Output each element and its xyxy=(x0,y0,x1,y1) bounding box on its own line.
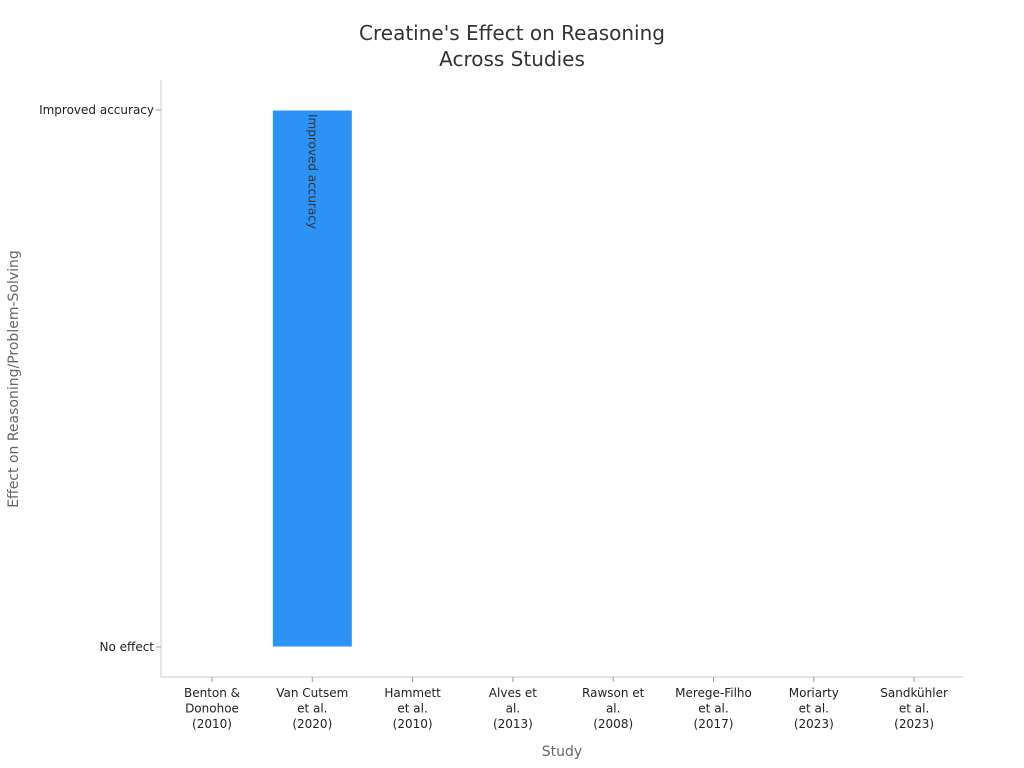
x-tick-label-4: Rawson et al. (2008) xyxy=(582,686,645,731)
bar-1 xyxy=(271,109,353,648)
y-tick-label-1: Improved accuracy xyxy=(39,103,154,117)
bars xyxy=(271,109,353,648)
x-tick-label-2: Hammett et al. (2010) xyxy=(384,686,441,731)
x-tick-label-1: Van Cutsem et al. (2020) xyxy=(276,686,348,731)
chart-title-line-2: Across Studies xyxy=(439,47,585,71)
x-tick-label-5: Merege-Filho et al. (2017) xyxy=(675,686,752,731)
x-tick-label-0: Benton & Donohoe (2010) xyxy=(184,686,240,731)
y-axis-label: Effect on Reasoning/Problem-Solving xyxy=(6,250,22,508)
x-tick-label-6: Moriarty et al. (2023) xyxy=(789,686,839,731)
chart-title-line-1: Creatine's Effect on Reasoning xyxy=(359,21,665,45)
x-tick-label-3: Alves et al. (2013) xyxy=(489,686,537,731)
x-tick-label-7: Sandkühler et al. (2023) xyxy=(880,686,948,731)
y-ticks: No effect Improved accuracy xyxy=(39,103,161,654)
x-axis-label: Study xyxy=(542,744,582,760)
x-ticks: Benton & Donohoe (2010) Van Cutsem et al. (20… xyxy=(184,677,948,731)
bar-labels: Improved accuracy xyxy=(305,114,319,229)
y-tick-label-0: No effect xyxy=(100,640,155,654)
bar-label-1: Improved accuracy xyxy=(305,114,319,229)
